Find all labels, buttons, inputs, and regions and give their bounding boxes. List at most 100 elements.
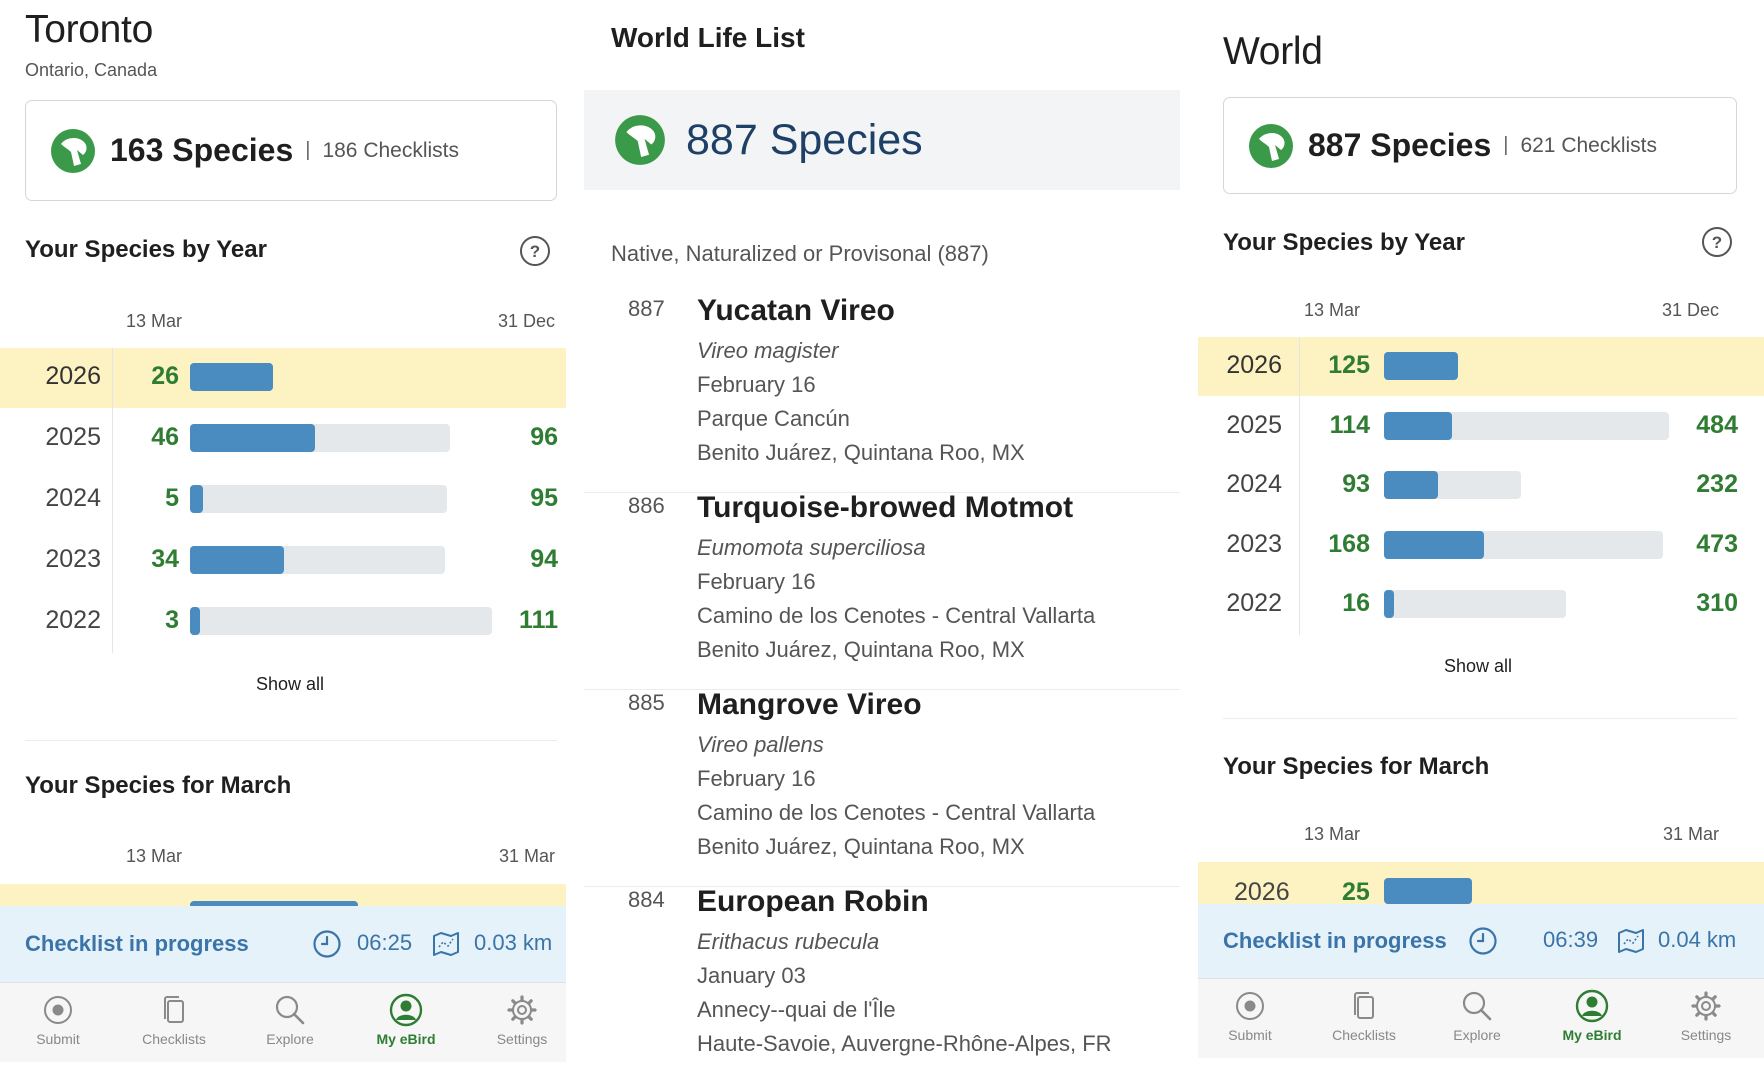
scientific-name: Erithacus rubecula	[697, 929, 880, 954]
month-bar-fill	[190, 901, 358, 909]
separator: |	[1503, 134, 1509, 156]
divider	[25, 740, 557, 741]
year-row[interactable]: 2023 34 94	[0, 531, 566, 591]
year-row[interactable]: 2022 16 310	[1198, 575, 1764, 634]
year-bar-fill	[1384, 471, 1438, 499]
filter-label[interactable]: Native, Naturalized or Provisonal (887)	[611, 241, 989, 266]
tab-submit[interactable]: Submit	[8, 993, 108, 1047]
species-for-month-title: Your Species for March	[25, 772, 292, 799]
year-row[interactable]: 2024 93 232	[1198, 456, 1764, 515]
year-bar-track	[190, 485, 447, 513]
tab-checklists[interactable]: Checklists	[124, 993, 224, 1047]
show-all-link[interactable]: Show all	[1443, 656, 1513, 676]
tab-explore[interactable]: Explore	[240, 993, 340, 1047]
species-count: 887 Species	[1308, 127, 1492, 163]
year-label: 2023	[45, 545, 101, 573]
show-all-link[interactable]: Show all	[255, 674, 325, 694]
year-species-count: 5	[165, 484, 179, 512]
tab-label: Checklists	[142, 1031, 206, 1047]
year-row[interactable]: 2022 3 111	[0, 592, 566, 652]
year-label: 2026	[45, 362, 101, 390]
month-row-partial: 2026 25	[1198, 862, 1764, 906]
page-title: World Life List	[611, 22, 805, 53]
year-row[interactable]: 2025 114 484	[1198, 397, 1764, 456]
date-range-end: 31 Dec	[498, 311, 556, 331]
species-entry[interactable]: 886 Turquoise-browed Motmot Eumomota super…	[584, 491, 1180, 690]
tab-explore[interactable]: Explore	[1427, 989, 1527, 1043]
month-range-start: 13 Mar	[126, 846, 183, 866]
checklist-in-progress-bar[interactable]: Checklist in progress 06:25 0.03 km	[0, 906, 566, 982]
tab-my-ebird[interactable]: My eBird	[356, 993, 456, 1047]
species-for-month-title: Your Species for March	[1223, 753, 1490, 780]
year-row[interactable]: 2025 46 96	[0, 409, 566, 469]
species-count: 163 Species	[110, 132, 294, 168]
sighting-date: January 03	[697, 963, 806, 988]
year-row[interactable]: 2023 168 473	[1198, 516, 1764, 575]
tab-label: Submit	[1228, 1027, 1272, 1043]
species-entry[interactable]: 887 Yucatan Vireo Vireo magister February 1…	[584, 294, 1180, 493]
distance: 0.03 km	[474, 930, 553, 955]
tab-checklists[interactable]: Checklists	[1314, 989, 1414, 1043]
tab-label: Settings	[496, 1031, 548, 1047]
world-panel: World 887 Species | 621 Checklists Your …	[1198, 0, 1764, 1075]
year-total: 95	[530, 484, 558, 512]
year-label: 2026	[1226, 351, 1282, 379]
year-row[interactable]: 2024 5 95	[0, 470, 566, 530]
year-bar-fill	[190, 485, 203, 513]
ebird-logo-icon	[1249, 123, 1293, 168]
checklists-icon	[124, 993, 224, 1027]
tab-bar: Submit Checklists Explore My eBird Settings	[1198, 978, 1764, 1058]
year-bar-track	[1384, 590, 1566, 618]
tab-label: Checklists	[1332, 1027, 1396, 1043]
tab-settings[interactable]: Settings	[472, 993, 566, 1047]
month-range-start: 13 Mar	[1304, 824, 1361, 844]
elapsed-time: 06:25	[357, 930, 413, 955]
species-entry[interactable]: 884 European Robin Erithacus rubecula Janua…	[584, 885, 1180, 1075]
scientific-name: Vireo pallens	[697, 732, 824, 757]
sighting-date: February 16	[697, 766, 816, 791]
year-total: 232	[1696, 470, 1738, 498]
year-column-divider	[1299, 337, 1300, 635]
checklist-in-progress-bar[interactable]: Checklist in progress 06:39 0.04 km	[1198, 904, 1764, 978]
year-species-count: 16	[1342, 589, 1370, 617]
progress-label: Checklist in progress	[25, 931, 249, 956]
help-icon[interactable]: ?	[1701, 226, 1733, 258]
location-title: Toronto	[25, 8, 153, 51]
svg-text:?: ?	[530, 242, 540, 261]
month-range-end: 31 Mar	[1663, 824, 1720, 844]
year-row-current[interactable]: 2026 26	[0, 348, 566, 408]
location-subtitle: Ontario, Canada	[25, 60, 158, 80]
submit-icon	[8, 993, 108, 1027]
sighting-date: February 16	[697, 569, 816, 594]
year-species-count: 26	[151, 362, 179, 390]
year-label: 2024	[45, 484, 101, 512]
species-name: Turquoise-browed Motmot	[697, 491, 1074, 524]
species-by-year-title: Your Species by Year	[25, 236, 267, 263]
date-range-start: 13 Mar	[1304, 300, 1361, 320]
year-species-count: 93	[1342, 470, 1370, 498]
ebird-logo-icon	[615, 115, 665, 165]
tab-my-ebird[interactable]: My eBird	[1542, 989, 1642, 1043]
sighting-location: Parque Cancún	[697, 406, 850, 431]
sighting-location: Annecy--quai de l'Île	[697, 997, 896, 1022]
tab-settings[interactable]: Settings	[1656, 989, 1756, 1043]
year-label: 2023	[1226, 529, 1282, 558]
help-icon[interactable]: ?	[519, 235, 551, 267]
year-bar-fill	[190, 363, 273, 391]
progress-label: Checklist in progress	[1223, 928, 1447, 953]
toronto-panel: Toronto Ontario, Canada 163 Species | 18…	[0, 0, 566, 1075]
species-name: European Robin	[697, 885, 929, 918]
species-summary-card[interactable]: 887 Species | 621 Checklists	[1223, 97, 1737, 194]
distance: 0.04 km	[1658, 927, 1737, 952]
species-name: Yucatan Vireo	[697, 294, 895, 327]
year-label: 2025	[45, 423, 101, 451]
svg-text:?: ?	[1712, 233, 1722, 252]
species-number: 884	[628, 887, 665, 912]
species-entry[interactable]: 885 Mangrove Vireo Vireo pallens February 1…	[584, 688, 1180, 887]
sighting-location: Camino de los Cenotes - Central Vallarta	[697, 800, 1096, 825]
species-summary-card[interactable]: 163 Species | 186 Checklists	[25, 100, 557, 201]
year-row-current[interactable]: 2026 125	[1198, 337, 1764, 396]
year-total: 94	[530, 545, 558, 573]
tab-submit[interactable]: Submit	[1200, 989, 1300, 1043]
date-range-end: 31 Dec	[1662, 300, 1720, 320]
